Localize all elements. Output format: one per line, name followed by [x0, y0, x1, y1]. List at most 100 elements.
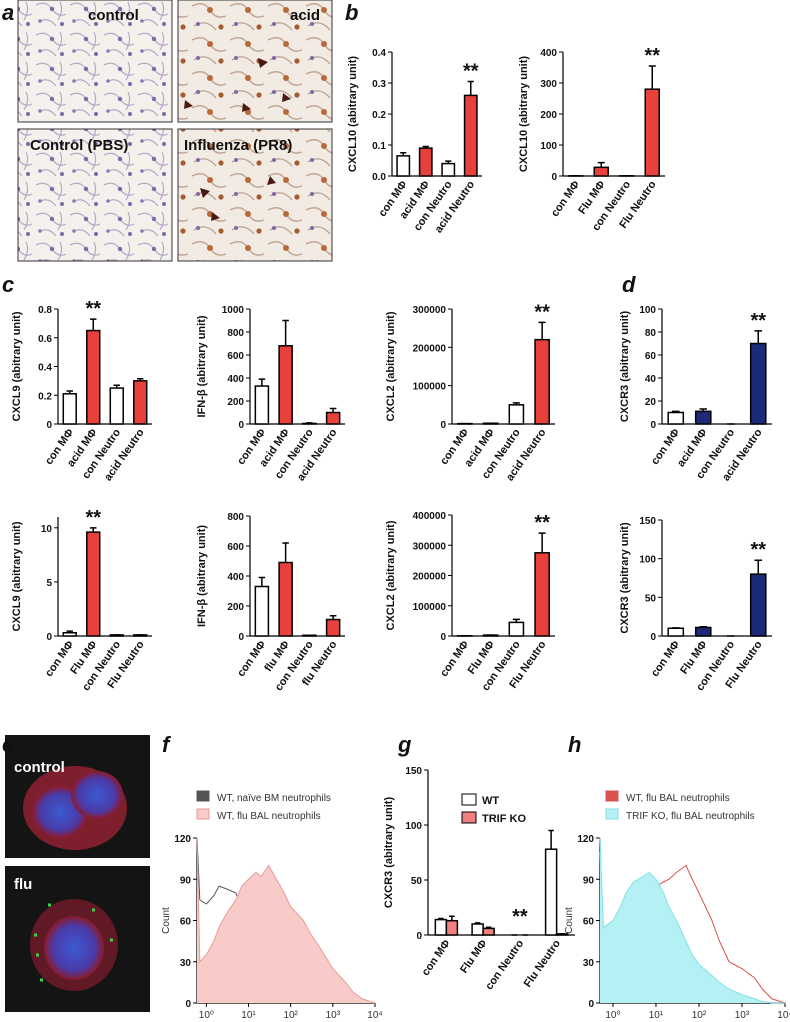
bar — [749, 342, 767, 425]
area-fill — [600, 838, 785, 1003]
legend-label: TRIF KO — [482, 813, 526, 825]
y-tick-label: 80 — [645, 328, 657, 339]
y-axis-title: Count — [161, 907, 172, 934]
error-bar — [422, 145, 429, 149]
error-bar — [282, 542, 289, 563]
bar — [534, 338, 550, 425]
x-tick-label: 10⁴ — [777, 1010, 790, 1021]
error-bar — [648, 65, 656, 90]
y-tick-label: 400 — [540, 48, 557, 59]
error-bar — [671, 410, 680, 413]
bar — [463, 94, 478, 177]
y-tick-label: 50 — [411, 876, 423, 887]
error-bar — [113, 384, 120, 389]
y-tick-label: 0.1 — [372, 141, 386, 152]
micrograph — [177, 0, 333, 123]
x-tick-label: 10³ — [326, 1010, 341, 1021]
x-tick-label: con MΦ — [649, 639, 682, 679]
y-tick-label: 0.4 — [38, 363, 52, 374]
y-tick-label: 400000 — [413, 511, 447, 522]
y-axis-title: CXCL10 (abitrary unit) — [518, 56, 530, 172]
y-axis-title: CXCL2 (abitrary unit) — [385, 311, 397, 421]
y-tick-label: 100 — [405, 821, 422, 832]
bar — [278, 345, 293, 425]
error-bar — [282, 319, 289, 346]
bar — [667, 627, 685, 637]
error-bar — [597, 161, 605, 168]
y-tick-label: 60 — [583, 917, 595, 928]
y-tick-label: 0.3 — [372, 79, 386, 90]
panel-label: g — [397, 732, 412, 757]
y-tick-label: 200000 — [413, 343, 447, 354]
error-bar — [438, 917, 444, 920]
micrograph-label: Influenza (PR8) — [184, 137, 292, 154]
y-tick-label: 50 — [645, 593, 657, 604]
y-tick-label: 20 — [645, 397, 657, 408]
x-tick-label: Flu Neutro — [522, 938, 564, 990]
bar — [62, 632, 77, 637]
significance: ** — [85, 298, 101, 320]
error-bar — [512, 618, 520, 623]
bar — [278, 561, 293, 637]
bar — [434, 918, 448, 936]
significance: ** — [644, 45, 660, 67]
panel-label: h — [568, 732, 581, 757]
significance: ** — [512, 906, 528, 928]
y-tick-label: 0.8 — [38, 305, 52, 316]
y-axis-title: CXCR3 (abitrary unit) — [619, 522, 631, 634]
legend-label: WT, flu BAL neutrophils — [626, 793, 730, 804]
bar — [667, 411, 685, 425]
legend-swatch — [196, 808, 210, 820]
y-tick-label: 30 — [180, 958, 192, 969]
x-tick-label: con MΦ — [438, 639, 471, 679]
bar — [254, 585, 270, 637]
y-tick-label: 0.2 — [38, 391, 52, 402]
y-tick-label: 200000 — [413, 572, 447, 583]
bar — [325, 411, 341, 425]
y-tick-label: 0 — [551, 172, 557, 183]
panel-label: a — [2, 0, 14, 25]
y-tick-label: 60 — [180, 917, 192, 928]
error-bar — [329, 615, 337, 620]
panel-a-images: control acid Control (PBS) Influenza (PR… — [17, 0, 333, 262]
y-tick-label: 200 — [540, 110, 557, 121]
legend-swatch — [605, 808, 619, 820]
histogram-line — [196, 837, 376, 1004]
error-bar — [306, 422, 313, 424]
error-bar — [548, 829, 554, 850]
y-tick-label: 150 — [639, 516, 656, 527]
y-tick-label: 0.6 — [38, 334, 52, 345]
bar — [325, 618, 341, 637]
y-tick-label: 0 — [46, 632, 52, 643]
micrograph — [17, 0, 173, 123]
y-tick-label: 100 — [639, 305, 656, 316]
y-tick-label: 300000 — [413, 305, 447, 316]
panel-label: e — [2, 732, 14, 757]
significance: ** — [85, 507, 101, 529]
bar — [534, 552, 550, 637]
y-tick-label: 200 — [227, 602, 244, 613]
bar — [445, 919, 459, 936]
panel-e-images: control flu — [5, 735, 150, 1012]
error-bar — [400, 152, 407, 156]
y-tick-label: 800 — [227, 512, 244, 523]
error-bar — [90, 527, 97, 533]
y-tick-label: 0 — [650, 632, 656, 643]
y-tick-label: 300000 — [413, 541, 447, 552]
bar — [544, 848, 558, 936]
error-bar — [329, 407, 337, 413]
error-bar — [538, 532, 546, 553]
bar — [441, 162, 456, 177]
stain — [34, 903, 113, 982]
bar — [396, 155, 411, 177]
x-tick-label: 10⁰ — [199, 1010, 214, 1021]
y-tick-label: 1000 — [222, 305, 245, 316]
panel-label: d — [622, 272, 636, 297]
y-axis-title: CXCL2 (abitrary unit) — [385, 520, 397, 630]
bar — [694, 626, 712, 637]
legend-label: WT, naïve BM neutrophils — [217, 793, 331, 804]
y-tick-label: 0 — [588, 999, 594, 1010]
y-tick-label: 0.4 — [372, 48, 386, 59]
legend-swatch — [605, 790, 619, 802]
bar — [593, 166, 610, 177]
